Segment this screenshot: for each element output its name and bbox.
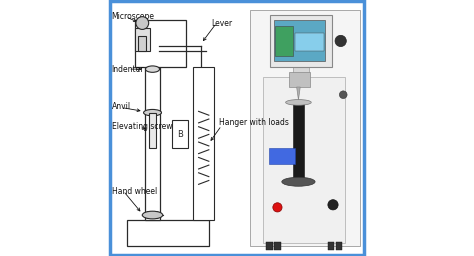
Text: Elevating screw: Elevating screw <box>111 122 172 131</box>
Bar <box>270 15 332 67</box>
Bar <box>295 33 324 51</box>
Circle shape <box>273 203 282 212</box>
Bar <box>263 77 345 243</box>
Bar <box>269 148 295 164</box>
Bar <box>266 242 273 250</box>
Polygon shape <box>297 87 300 100</box>
Bar <box>293 102 304 179</box>
Bar <box>293 67 309 77</box>
Bar <box>274 242 281 250</box>
Bar <box>328 242 334 250</box>
Bar <box>135 20 186 67</box>
Text: Microscope: Microscope <box>111 12 155 21</box>
Bar <box>290 72 310 87</box>
Text: B: B <box>177 130 183 139</box>
Circle shape <box>335 35 346 47</box>
Text: Lever: Lever <box>211 18 233 28</box>
Bar <box>275 26 293 56</box>
Text: Hanger with loads: Hanger with loads <box>219 118 289 127</box>
Bar <box>274 20 325 61</box>
Bar <box>149 113 156 148</box>
Text: Hand wheel: Hand wheel <box>111 187 157 197</box>
Circle shape <box>339 91 347 99</box>
Bar <box>250 10 360 246</box>
Ellipse shape <box>286 100 311 105</box>
Bar <box>336 242 342 250</box>
Ellipse shape <box>146 66 160 72</box>
Bar <box>172 120 188 148</box>
Text: Anvil: Anvil <box>111 102 131 111</box>
Bar <box>193 67 214 220</box>
Ellipse shape <box>282 177 315 186</box>
Text: Indenter: Indenter <box>111 65 144 74</box>
Ellipse shape <box>142 211 163 219</box>
Bar <box>138 36 146 51</box>
Bar <box>135 28 150 51</box>
Circle shape <box>136 17 149 29</box>
Bar <box>127 220 209 246</box>
Bar <box>145 61 160 220</box>
Circle shape <box>328 200 338 210</box>
Ellipse shape <box>144 110 162 116</box>
